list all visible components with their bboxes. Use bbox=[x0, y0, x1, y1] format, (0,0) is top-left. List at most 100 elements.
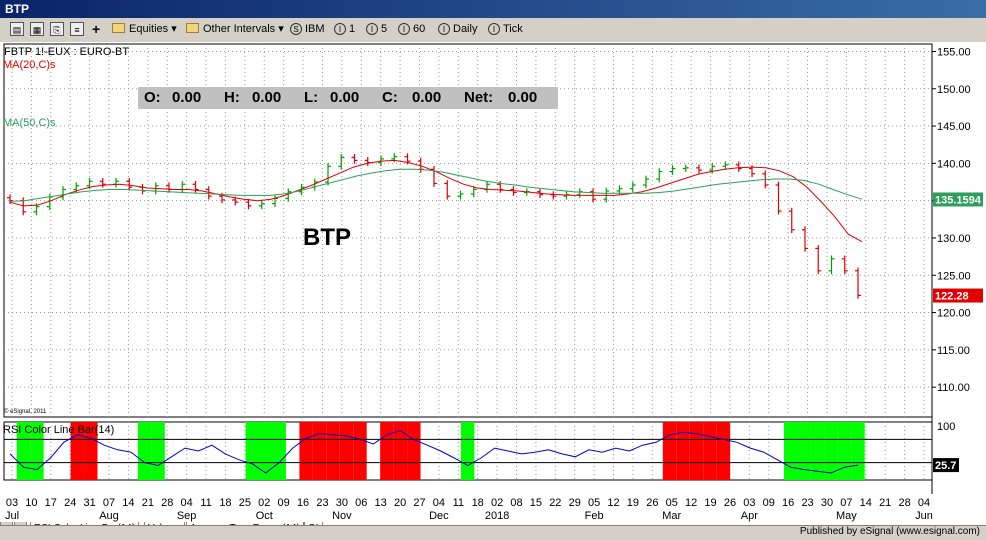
x-tick-label-day: 18 bbox=[472, 497, 484, 509]
interval-icon: I bbox=[488, 23, 500, 35]
rsi-zone bbox=[272, 422, 286, 480]
x-tick-label-day: 04 bbox=[181, 497, 193, 509]
x-tick-label-day: 21 bbox=[879, 497, 891, 509]
x-tick-label-day: 30 bbox=[336, 497, 348, 509]
x-tick-label-day: 05 bbox=[666, 497, 678, 509]
rsi-zone bbox=[689, 422, 704, 480]
chart-axes: 03 10 17 24 31 07 14 21 28 04 11 18 25 02 09 16 23 30 06 13… bbox=[5, 46, 983, 522]
legend-symbol: FBTP 1!-EUX : EURO-BT bbox=[4, 46, 129, 58]
x-tick-label-day: 19 bbox=[627, 497, 639, 509]
x-tick-label-day: 14 bbox=[860, 497, 872, 509]
x-tick-label-day: 04 bbox=[918, 497, 930, 509]
y-tick-label: 145.00 bbox=[937, 121, 971, 133]
add-icon[interactable]: + bbox=[92, 21, 101, 37]
net-value: 0.00 bbox=[508, 89, 538, 106]
copy-icon[interactable]: ⎘ bbox=[50, 22, 64, 36]
rsi-zone bbox=[30, 422, 44, 480]
x-tick-label-month: Jul bbox=[5, 510, 19, 522]
x-tick-label-month: Apr bbox=[741, 510, 758, 522]
equities-dropdown[interactable]: Equities ▾ bbox=[112, 21, 177, 37]
chart-icon[interactable]: ▤ bbox=[10, 22, 24, 36]
properties-icon[interactable]: ≡ bbox=[70, 22, 84, 36]
x-tick-label-day: 23 bbox=[801, 497, 813, 509]
rsi-last-value-tag bbox=[933, 458, 959, 473]
rsi-zone bbox=[460, 422, 475, 480]
interval-icon: I bbox=[398, 23, 410, 35]
rsi-zone bbox=[810, 422, 825, 480]
x-tick-label-day: 06 bbox=[355, 497, 367, 509]
status-bar: Published by eSignal (www.esignal.com) bbox=[0, 525, 986, 540]
interval-icon: I bbox=[438, 23, 450, 35]
rsi-zone bbox=[824, 422, 838, 480]
folder-icon bbox=[186, 23, 199, 33]
interval-tick-button[interactable]: I Tick bbox=[488, 21, 523, 37]
rsi-zone bbox=[703, 422, 717, 480]
rsi-zone bbox=[380, 422, 394, 480]
h-label: H: bbox=[224, 89, 240, 106]
x-tick-label-month: May bbox=[836, 510, 857, 522]
other-intervals-dropdown[interactable]: Other Intervals ▾ bbox=[186, 21, 284, 37]
rsi-zone bbox=[245, 422, 260, 480]
x-tick-label-day: 11 bbox=[453, 497, 464, 509]
rsi-last-value-label: 25.7 bbox=[935, 460, 956, 472]
rsi-zone bbox=[851, 422, 865, 480]
interval-icon: I bbox=[366, 23, 378, 35]
rsi-title: RSI Color Line Bar(14) bbox=[3, 424, 114, 436]
x-tick-label-month: 2018 bbox=[485, 510, 509, 522]
net-label: Net: bbox=[464, 89, 494, 106]
x-tick-label-day: 13 bbox=[375, 497, 387, 509]
x-tick-label-day: 20 bbox=[394, 497, 406, 509]
x-tick-label-day: 21 bbox=[142, 497, 154, 509]
x-tick-label-day: 18 bbox=[219, 497, 231, 509]
x-tick-label-day: 03 bbox=[6, 497, 18, 509]
x-tick-label-day: 09 bbox=[278, 497, 290, 509]
interval-daily-button[interactable]: I Daily bbox=[438, 21, 477, 37]
x-tick-label-day: 25 bbox=[239, 497, 251, 509]
x-tick-label-day: 28 bbox=[898, 497, 910, 509]
rsi-y-tick-label: 100 bbox=[937, 421, 955, 433]
rsi-zone bbox=[783, 422, 798, 480]
rsi-zone bbox=[837, 422, 852, 480]
x-tick-label-month: Aug bbox=[99, 510, 119, 522]
interval-60-button[interactable]: I 60 bbox=[398, 21, 425, 37]
rsi-zone bbox=[662, 422, 677, 480]
symbol-ibm-button[interactable]: S IBM bbox=[290, 21, 325, 37]
watermark: © eSignal, 2011 bbox=[4, 408, 47, 415]
x-tick-label-day: 19 bbox=[704, 497, 716, 509]
x-tick-label-month: Nov bbox=[332, 510, 352, 522]
moving-averages bbox=[9, 159, 863, 243]
y-tick-label: 155.00 bbox=[937, 46, 971, 58]
x-tick-label-day: 16 bbox=[782, 497, 794, 509]
ma50-line bbox=[9, 168, 863, 202]
legend-ma20: MA(20,C)s bbox=[3, 59, 56, 71]
folder-icon bbox=[112, 23, 125, 33]
l-value: 0.00 bbox=[330, 89, 360, 106]
rsi-zone bbox=[312, 422, 327, 480]
rsi-zone bbox=[84, 422, 98, 480]
x-tick-label-day: 12 bbox=[685, 497, 697, 509]
rsi-zone bbox=[16, 422, 31, 480]
last-value-tag bbox=[933, 192, 983, 207]
x-tick-label-month: Sep bbox=[177, 510, 197, 522]
published-by: Published by eSignal (www.esignal.com) bbox=[799, 526, 980, 537]
x-tick-label-day: 15 bbox=[530, 497, 542, 509]
x-tick-label-month: Oct bbox=[256, 510, 273, 522]
x-tick-label-day: 28 bbox=[161, 497, 173, 509]
price-chart[interactable]: 03 10 17 24 31 07 14 21 28 04 11 18 25 02 09 16 23 30 06 13… bbox=[0, 42, 986, 525]
rsi-zone bbox=[151, 422, 165, 480]
new-chart-icon[interactable]: ▦ bbox=[30, 22, 44, 36]
y-tick-label: 120.00 bbox=[937, 308, 971, 320]
rsi-zone bbox=[299, 422, 313, 480]
x-tick-label-month: Dec bbox=[429, 510, 449, 522]
window-title: BTP bbox=[5, 2, 29, 16]
chart-window[interactable]: 03 10 17 24 31 07 14 21 28 04 11 18 25 02 09 16 23 30 06 13… bbox=[0, 42, 986, 535]
x-tick-label-day: 26 bbox=[646, 497, 658, 509]
x-tick-label-month: Mar bbox=[662, 510, 681, 522]
y-tick-label: 110.00 bbox=[937, 382, 970, 394]
x-tick-label-month: Feb bbox=[585, 510, 604, 522]
x-tick-label-day: 22 bbox=[549, 497, 561, 509]
x-tick-label-day: 08 bbox=[510, 497, 522, 509]
rsi-zone bbox=[259, 422, 273, 480]
